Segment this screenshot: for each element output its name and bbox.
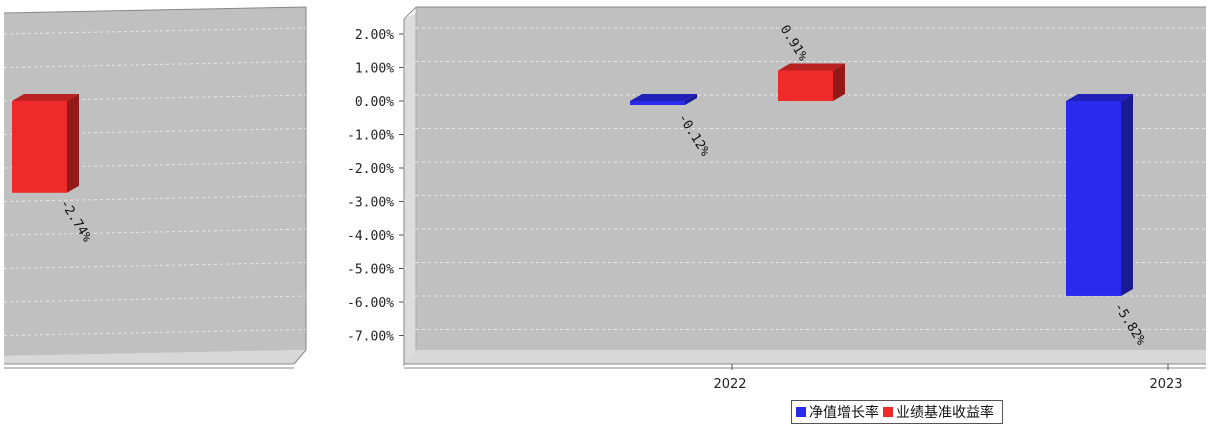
left-gridline: [3, 329, 307, 336]
left-plot-wall: [4, 7, 306, 356]
y-tick-label: -5.00%: [347, 263, 394, 278]
bar-nav-growth-2022-top: [630, 94, 697, 101]
bar-nav-growth-2023-front: [1066, 101, 1121, 296]
legend-label-nav-growth: 净值增长率: [809, 405, 879, 421]
left-frame-corner: [293, 349, 307, 365]
left-bar-benchmark: [12, 94, 79, 193]
x-tick-label: 2023: [1149, 377, 1182, 392]
bar-benchmark-2022-side: [833, 63, 845, 101]
left-gridline: [3, 295, 307, 303]
bar-nav-growth-2023-top: [1066, 94, 1133, 101]
legend-item-nav-growth: 净值增长率: [796, 402, 879, 422]
bar-nav-growth-2022-side: [685, 94, 697, 106]
right-plot-sidewall: [404, 13, 416, 364]
left-bar-benchmark-top: [12, 94, 79, 101]
left-gridline: [3, 262, 307, 269]
y-tick-label: -2.00%: [347, 162, 394, 177]
bar-benchmark-2022: [778, 63, 845, 101]
bar-nav-growth-2022: [630, 94, 697, 106]
left-plot-floor: [4, 350, 306, 364]
y-tick-label: -6.00%: [347, 296, 394, 311]
left-gridline: [3, 228, 307, 236]
bar-benchmark-2022-top: [778, 63, 845, 71]
right-frame-top-left: [403, 6, 417, 20]
y-tick-label: -4.00%: [347, 229, 394, 244]
bar-nav-growth-2022-front: [630, 101, 685, 106]
bar-benchmark-2022-front: [778, 70, 833, 101]
bar-nav-growth-2023: [1066, 94, 1133, 296]
x-tick-label: 2022: [713, 377, 746, 392]
right-plot-floor: [404, 350, 1206, 364]
left-bar-benchmark-side: [67, 94, 79, 193]
left-gridline: [3, 61, 307, 68]
y-tick-label: -7.00%: [347, 330, 394, 345]
left-bar-benchmark-front: [12, 101, 67, 193]
y-tick-label: 0.00%: [355, 95, 394, 110]
left-frame-top: [3, 6, 307, 14]
legend-swatch-red: [883, 407, 893, 417]
y-tick-label: 1.00%: [355, 62, 394, 77]
legend: 净值增长率 业绩基准收益率: [791, 400, 1003, 424]
legend-label-benchmark: 业绩基准收益率: [896, 405, 994, 421]
legend-swatch-blue: [796, 407, 806, 417]
bar-nav-growth-2023-side: [1121, 94, 1133, 296]
y-tick-label: -1.00%: [347, 129, 394, 144]
y-tick-label: 2.00%: [355, 28, 394, 43]
legend-item-benchmark: 业绩基准收益率: [883, 402, 994, 422]
left-gridline: [3, 27, 307, 35]
y-tick-label: -3.00%: [347, 196, 394, 211]
left-gridline: [3, 195, 307, 202]
